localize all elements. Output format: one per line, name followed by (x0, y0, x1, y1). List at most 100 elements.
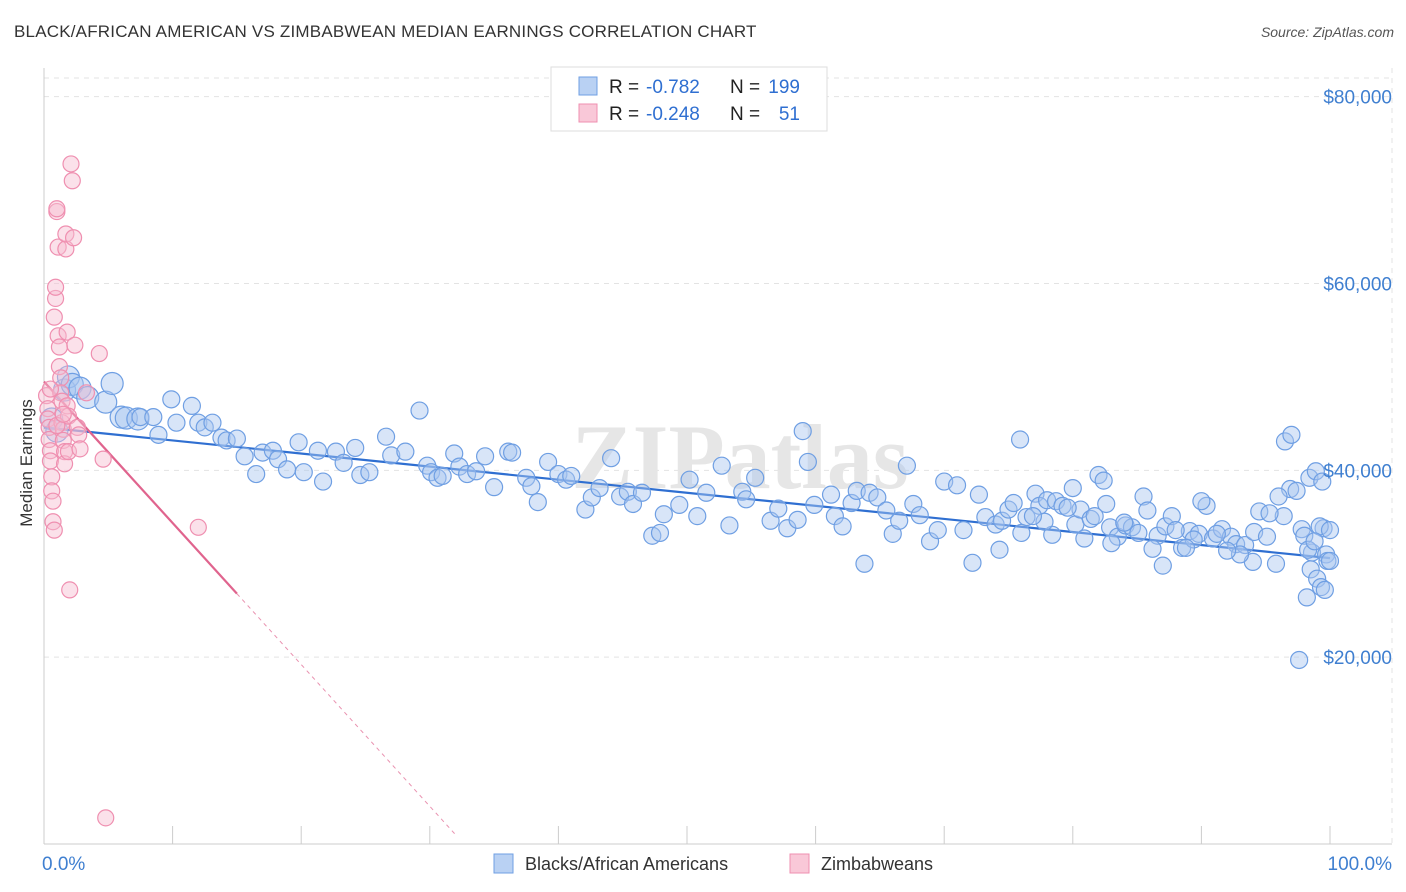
data-point-zimbabweans (45, 521, 63, 539)
tick-labels: $20,000 $40,000 $60,000 $80,000 0.0% 100.0% (42, 88, 1392, 875)
legend-n-label-2: N = (730, 104, 760, 125)
data-point-blacks (947, 476, 967, 495)
data-point-blacks (528, 493, 547, 512)
data-point-zimbabweans (94, 450, 112, 468)
series-blacks-points (40, 365, 1340, 670)
data-point-blacks (1085, 507, 1104, 526)
data-point-blacks (227, 429, 246, 448)
data-point-blacks (788, 510, 807, 529)
data-point-blacks (235, 447, 254, 466)
data-point-blacks (167, 413, 186, 432)
data-point-blacks (1305, 532, 1324, 551)
data-point-zimbabweans (41, 380, 60, 398)
data-point-zimbabweans (43, 468, 61, 486)
data-point-blacks (503, 443, 522, 462)
data-point-zimbabweans (61, 581, 79, 599)
data-point-zimbabweans (97, 809, 115, 827)
data-point-blacks (562, 466, 581, 486)
data-point-blacks (1287, 481, 1306, 500)
chart-title: BLACK/AFRICAN AMERICAN VS ZIMBABWEAN MED… (14, 22, 757, 41)
data-point-blacks (928, 521, 947, 540)
data-point-blacks (1166, 521, 1185, 540)
data-point-zimbabweans (62, 155, 80, 173)
data-point-blacks (247, 464, 266, 484)
data-point-blacks (131, 407, 150, 427)
data-point-blacks (890, 511, 909, 530)
data-point-blacks (466, 462, 486, 481)
data-point-blacks (793, 422, 812, 441)
data-point-blacks (720, 516, 739, 535)
watermark: ZIPatlas (571, 406, 908, 508)
data-point-blacks (877, 501, 896, 520)
data-point-zimbabweans (71, 440, 89, 458)
data-point-blacks (1156, 517, 1175, 536)
data-point-blacks (76, 385, 100, 410)
data-point-zimbabweans (45, 308, 63, 326)
data-point-blacks (1129, 523, 1148, 543)
data-point-zimbabweans (58, 323, 76, 341)
data-point-blacks (1176, 538, 1196, 557)
data-point-blacks (1004, 493, 1023, 513)
data-point-blacks (1143, 539, 1162, 558)
data-point-blacks (308, 441, 328, 460)
data-point-blacks (1257, 527, 1277, 546)
data-point-blacks (590, 478, 609, 498)
data-point-blacks (798, 452, 817, 472)
data-point-blacks (396, 442, 415, 461)
x-tick-label-min: 0.0% (42, 854, 85, 875)
data-point-blacks (149, 425, 168, 444)
data-point-blacks (1275, 432, 1295, 451)
data-point-blacks (650, 523, 670, 543)
series-legend-label-blue: Blacks/African Americans (525, 854, 728, 874)
data-point-zimbabweans (48, 200, 66, 218)
data-point-blacks (1094, 471, 1113, 490)
data-point-blacks (1097, 494, 1116, 514)
data-point-blacks (475, 447, 495, 466)
y-tick-label: $60,000 (1323, 275, 1392, 296)
data-point-blacks (539, 452, 558, 472)
data-point-blacks (294, 463, 313, 482)
data-point-blacks (1218, 541, 1237, 560)
data-point-blacks (1058, 498, 1077, 517)
data-point-blacks (1153, 556, 1172, 575)
data-point-blacks (670, 495, 689, 515)
data-point-blacks (1189, 524, 1208, 543)
data-point-blacks (1115, 513, 1134, 532)
data-point-blacks (144, 407, 163, 427)
y-tick-label: $20,000 (1323, 648, 1392, 669)
data-point-blacks (697, 483, 716, 502)
data-point-blacks (114, 406, 138, 430)
data-point-blacks (346, 438, 365, 458)
data-point-blacks (1266, 554, 1286, 573)
data-point-zimbabweans (77, 384, 96, 402)
data-point-blacks (1282, 425, 1301, 444)
data-point-blacks (688, 507, 707, 526)
data-point-blacks (522, 477, 541, 496)
data-point-blacks (990, 540, 1009, 559)
data-point-blacks (821, 485, 841, 504)
y-axis-label: Median Earnings (17, 399, 36, 527)
legend-r-value-1: -0.782 (646, 77, 700, 98)
data-point-blacks (289, 433, 308, 452)
data-point-blacks (868, 488, 887, 507)
source-credit: Source: ZipAtlas.com (1260, 24, 1394, 40)
legend-r-label-1: R = (609, 77, 639, 98)
y-tick-label: $80,000 (1323, 88, 1392, 109)
data-point-blacks (1269, 487, 1288, 506)
data-point-blacks (360, 463, 379, 482)
data-point-blacks (992, 511, 1012, 530)
data-point-blacks (1306, 462, 1325, 481)
series-legend-swatch-pink (789, 853, 810, 874)
data-point-blacks (382, 446, 401, 465)
data-point-zimbabweans (44, 492, 62, 510)
data-point-blacks (410, 401, 429, 420)
data-point-blacks (1089, 465, 1108, 485)
legend: R = -0.782 N = 199 R = -0.248 N = 51 (550, 66, 828, 132)
legend-r-label-2: R = (609, 104, 639, 125)
data-point-blacks (1010, 430, 1030, 449)
data-point-blacks (268, 450, 288, 469)
data-point-zimbabweans (64, 229, 83, 247)
data-point-blacks (450, 457, 469, 476)
series-legend-label-pink: Zimbabweans (821, 854, 933, 874)
